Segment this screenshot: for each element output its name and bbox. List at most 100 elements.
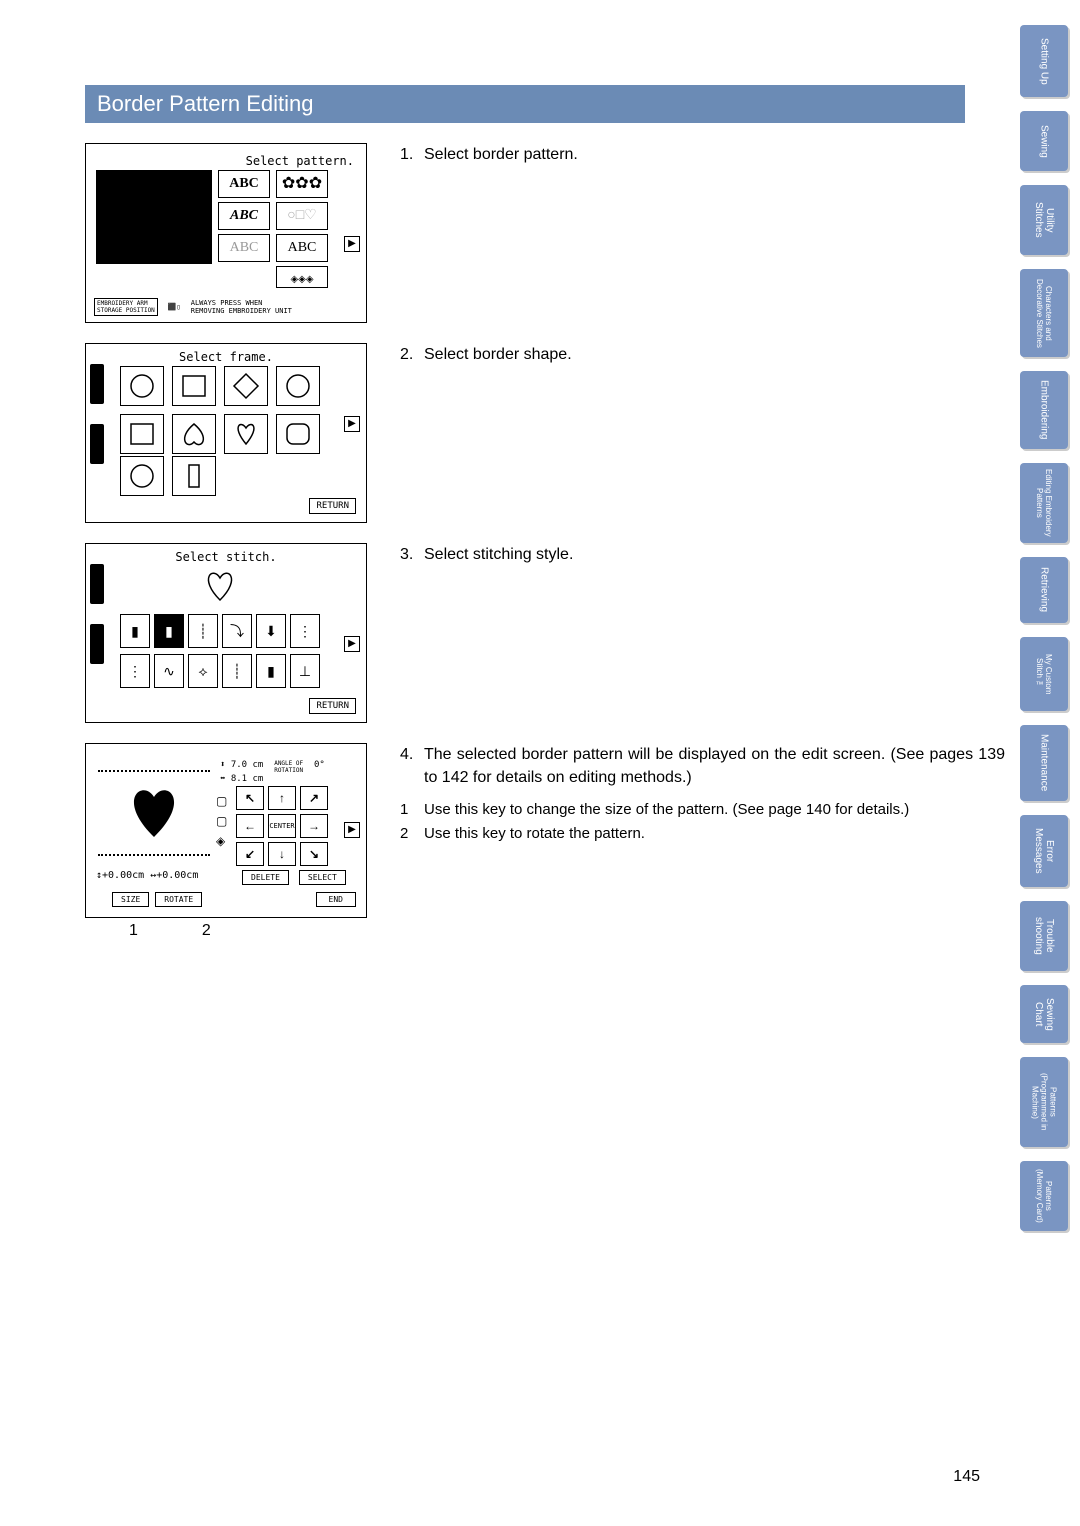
step-text: Select stitching style. [424, 543, 1005, 566]
rotate-button: ROTATE [155, 892, 202, 907]
tab-my-custom-stitch[interactable]: My Custom Stitch ™ [1020, 637, 1068, 711]
tab-retrieving[interactable]: Retrieving [1020, 557, 1068, 623]
note-number: 2 [400, 823, 424, 845]
fig1-pattern-abc1: ABC [218, 170, 270, 198]
stitch-type: ∿ [154, 654, 184, 688]
step-number: 2. [400, 343, 424, 366]
fig2-title: Select frame. [86, 350, 366, 364]
return-button: RETURN [309, 698, 356, 714]
step-number: 4. [400, 743, 424, 789]
frame-shapes-row1 [120, 366, 320, 454]
arrow-s-icon: ↓ [268, 842, 296, 866]
shape-circle [120, 456, 164, 496]
shape-circle [120, 366, 164, 406]
tab-patterns-memory-card[interactable]: Patterns (Memory Card) [1020, 1161, 1068, 1231]
figure-4: ⬍ 7.0 cm ANGLE OF ROTATION 0° ⬌ 8.1 cm ▢… [85, 743, 375, 940]
fig1-pattern-floral: ✿✿✿ [276, 170, 328, 198]
fig1-pattern-abc3: ABC [218, 234, 270, 262]
end-button: END [316, 892, 356, 907]
fig4-dimensions: ⬍ 7.0 cm ANGLE OF ROTATION 0° ⬌ 8.1 cm [220, 760, 325, 785]
size-button: SIZE [112, 892, 149, 907]
page-number: 145 [953, 1468, 980, 1486]
fig1-storage-label: EMBROIDERY ARM STORAGE POSITION [94, 298, 158, 316]
fan-icon [90, 364, 104, 404]
fig1-footer: EMBROIDERY ARM STORAGE POSITION ⬛▯ ALWAY… [94, 298, 358, 316]
stitch-type: ┊ [188, 614, 218, 648]
fig1-pattern-deco: ◈◈◈ [276, 266, 328, 288]
stitch-type: ┊ [222, 654, 252, 688]
step-text: The selected border pattern will be disp… [424, 743, 1005, 789]
dim-width: 8.1 cm [231, 774, 264, 784]
frame-shapes-row3 [120, 456, 216, 496]
tab-embroidering[interactable]: Embroidering [1020, 371, 1068, 449]
figure-2: Select frame. [85, 343, 375, 523]
note-text: Use this key to rotate the pattern. [424, 823, 1005, 845]
stitch-type: ⋮ [290, 614, 320, 648]
tab-error-messages[interactable]: Error Messages [1020, 815, 1068, 887]
arrow-e-icon: → [300, 814, 328, 838]
tab-setting-up[interactable]: Setting Up [1020, 25, 1068, 97]
tab-sewing-chart[interactable]: Sewing Chart [1020, 985, 1068, 1043]
side-tabs: Setting Up Sewing Utility Stitches Chara… [1020, 25, 1080, 1245]
arrow-w-icon: ← [236, 814, 264, 838]
stitch-type: ⤵ [222, 614, 252, 648]
angle-value: 0° [314, 760, 325, 770]
fig1-footer-text: ALWAYS PRESS WHEN REMOVING EMBROIDERY UN… [191, 299, 292, 315]
stitch-type: ▮ [154, 614, 184, 648]
stitch-type: ⊥ [290, 654, 320, 688]
step-number: 3. [400, 543, 424, 566]
figure-4-caption: 1 2 [85, 922, 375, 940]
shape-diamond [224, 366, 268, 406]
tab-patterns-programmed[interactable]: Patterns (Programmed in Machine) [1020, 1057, 1068, 1147]
caption-1: 1 [129, 922, 138, 940]
note-text: Use this key to change the size of the p… [424, 799, 1005, 821]
fig3-scroll-icon: ▶ [344, 636, 360, 652]
shape-tall-rect [172, 456, 216, 496]
section-header: Border Pattern Editing [85, 85, 965, 123]
tab-maintenance[interactable]: Maintenance [1020, 725, 1068, 801]
arrow-se-icon: ↘ [300, 842, 328, 866]
stitch-grid-row2: ⋮ ∿ ⟡ ┊ ▮ ⊥ [120, 654, 320, 688]
dim-height-icon: ⬍ [220, 760, 225, 770]
caption-2: 2 [202, 922, 211, 940]
delete-button: DELETE [242, 870, 289, 885]
fig1-scroll-icon: ▶ [344, 236, 360, 252]
tab-utility-stitches[interactable]: Utility Stitches [1020, 185, 1068, 255]
fig1-preview [96, 170, 212, 264]
center-button: CENTER [268, 814, 296, 838]
shape-heart [224, 414, 268, 454]
fig1-pattern-abc2: ABC [218, 202, 270, 230]
tab-editing-embroidery[interactable]: Editing Embroidery Patterns [1020, 463, 1068, 543]
stitch-type: ⬇ [256, 614, 286, 648]
step-text: Select border pattern. [424, 143, 1005, 166]
direction-pad: ↖ ↑ ↗ ← CENTER → ↙ ↓ ↘ [236, 786, 328, 866]
stitch-type: ⟡ [188, 654, 218, 688]
tab-troubleshooting[interactable]: Trouble shooting [1020, 901, 1068, 971]
arrow-nw-icon: ↖ [236, 786, 264, 810]
step-text: Select border shape. [424, 343, 1005, 366]
select-button: SELECT [299, 870, 346, 885]
fan-icon [90, 564, 104, 604]
fig1-pattern-abc4: ABC [276, 234, 328, 262]
fig4-scroll-icon: ▶ [344, 822, 360, 838]
shape-heart-down [172, 414, 216, 454]
fig3-title: Select stitch. [86, 550, 366, 564]
tab-characters-decorative[interactable]: Characters and Decorative Stitches [1020, 269, 1068, 357]
note-number: 1 [400, 799, 424, 821]
stitch-grid-row1: ▮ ▮ ┊ ⤵ ⬇ ⋮ [120, 614, 320, 648]
arrow-n-icon: ↑ [268, 786, 296, 810]
presser-foot-icon: ⬛▯ [168, 303, 181, 311]
fig1-title: Select pattern. [246, 154, 354, 168]
fan-icon [90, 424, 104, 464]
return-button: RETURN [309, 498, 356, 514]
tab-sewing[interactable]: Sewing [1020, 111, 1068, 171]
heart-icon [200, 568, 240, 609]
shape-rounded-square [276, 414, 320, 454]
stitch-type: ▮ [120, 614, 150, 648]
arrow-ne-icon: ↗ [300, 786, 328, 810]
pattern-preview [98, 770, 210, 856]
shape-square [172, 366, 216, 406]
dim-height: 7.0 cm [231, 760, 264, 770]
stitch-type: ⋮ [120, 654, 150, 688]
figure-3: Select stitch. ▮ ▮ ┊ ⤵ ⬇ ⋮ ⋮ [85, 543, 375, 723]
